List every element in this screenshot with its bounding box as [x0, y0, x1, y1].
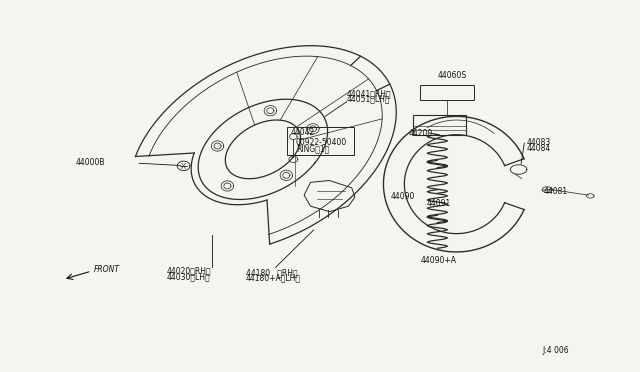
- Bar: [287, 127, 354, 155]
- Text: 44083: 44083: [526, 138, 550, 147]
- Text: 00922-50400: 00922-50400: [296, 138, 347, 147]
- Text: 44091: 44091: [427, 199, 451, 208]
- Text: 44042: 44042: [291, 128, 315, 137]
- Text: 44000B: 44000B: [76, 158, 105, 167]
- Text: 44180+A（LH）: 44180+A（LH）: [246, 274, 301, 283]
- Text: FRONT: FRONT: [93, 265, 120, 274]
- Text: RING（1）: RING（1）: [296, 144, 329, 153]
- Text: 44090+A: 44090+A: [420, 256, 456, 264]
- Text: 44030（LH）: 44030（LH）: [166, 272, 210, 281]
- Text: 44084: 44084: [526, 144, 550, 153]
- Text: 44081: 44081: [544, 187, 568, 196]
- Text: J:4 006: J:4 006: [542, 346, 569, 355]
- Text: 44090: 44090: [391, 192, 415, 202]
- Text: 44060S: 44060S: [437, 71, 467, 80]
- Text: 44041（RH）: 44041（RH）: [347, 89, 391, 98]
- Text: 44051（LH）: 44051（LH）: [347, 94, 390, 104]
- Text: 44180   （RH）: 44180 （RH）: [246, 268, 298, 278]
- Text: 44020（RH）: 44020（RH）: [166, 266, 211, 276]
- Bar: [413, 115, 466, 135]
- Text: 44200: 44200: [409, 129, 433, 138]
- Bar: [420, 85, 474, 100]
